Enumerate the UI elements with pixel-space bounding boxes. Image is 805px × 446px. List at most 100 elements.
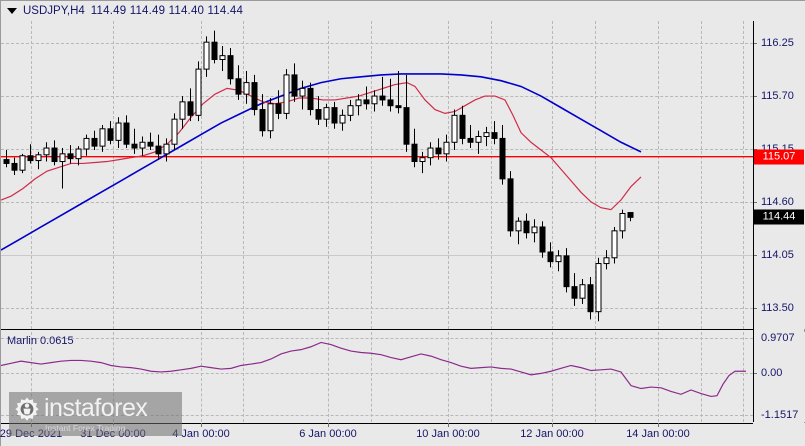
candle-body	[483, 132, 490, 138]
indicator-axis-label: -1.1517	[761, 408, 799, 421]
candle-body	[587, 284, 594, 313]
time-axis-tick	[113, 423, 114, 427]
candle-body	[307, 87, 314, 111]
candle-body	[491, 132, 498, 139]
pane-separator-top	[1, 329, 753, 330]
gridline-vertical	[113, 21, 114, 329]
gridline-horizontal	[1, 414, 753, 416]
candlestick-series	[3, 30, 634, 322]
symbol-label: USDJPY,H4	[23, 5, 85, 17]
candle-body	[139, 141, 146, 149]
candle-body	[211, 41, 218, 60]
price-axis-label: 116.25	[761, 37, 794, 50]
gridline-vertical	[701, 332, 702, 422]
candle-body	[131, 143, 138, 149]
indicator-axis[interactable]: 0.9707 0.00 -1.1517	[753, 332, 805, 422]
candle-body	[563, 255, 570, 288]
candle-body	[227, 55, 234, 80]
indicator-pane[interactable]: Marlin 0.0615	[1, 332, 753, 422]
candle-body	[387, 99, 394, 107]
candle-body	[155, 145, 162, 155]
candle-body	[331, 107, 338, 124]
gridline-vertical	[658, 332, 659, 422]
candle-body	[371, 95, 378, 105]
gridline-vertical	[113, 332, 114, 422]
gridline-vertical	[31, 332, 32, 422]
candle-body	[379, 95, 386, 101]
gridline-vertical	[491, 332, 492, 422]
gridline-horizontal	[1, 307, 753, 309]
candle-body	[163, 143, 170, 155]
time-axis-label: 29 Dec 2021	[0, 428, 63, 440]
candle-body	[3, 159, 10, 164]
time-axis-tick	[552, 423, 553, 427]
price-axis[interactable]: 116.25115.70115.15114.60114.05113.50115.…	[753, 21, 805, 329]
time-axis-label: 14 Jan 00:00	[626, 428, 690, 440]
price-axis-label: 114.60	[761, 195, 794, 208]
candle-body	[595, 263, 602, 313]
candle-body	[91, 137, 98, 147]
candle-body	[115, 122, 122, 141]
candle-body	[507, 178, 514, 232]
candle-body	[59, 153, 66, 163]
candle-body	[235, 78, 242, 95]
gridline-vertical	[201, 332, 202, 422]
candle-body	[427, 147, 434, 159]
gridline-vertical	[595, 332, 596, 422]
candle-body	[51, 147, 58, 163]
price-pane[interactable]	[1, 21, 753, 329]
time-axis[interactable]: 29 Dec 2021 31 Dec 00:00 4 Jan 00:00 6 Jan …	[0, 423, 805, 446]
gridline-vertical	[31, 21, 32, 329]
y-axis-line	[753, 21, 754, 422]
candle-body	[275, 103, 282, 114]
time-axis-tick	[328, 423, 329, 427]
gridline-vertical	[658, 21, 659, 329]
candle-body	[99, 128, 106, 147]
price-axis-label: 115.70	[761, 90, 794, 103]
time-axis-label: 31 Dec 00:00	[80, 428, 146, 440]
gridline-vertical	[448, 332, 449, 422]
time-axis-tick	[201, 423, 202, 427]
candle-body	[539, 226, 546, 253]
price-plot	[1, 30, 753, 322]
axis-tick	[753, 307, 757, 309]
gridline-vertical	[595, 21, 596, 329]
ma-slow-line	[1, 73, 642, 251]
gridline-horizontal	[1, 254, 753, 256]
candle-body	[203, 41, 210, 70]
candle-body	[67, 153, 74, 160]
gridline-vertical	[371, 21, 372, 329]
axis-tick	[753, 43, 757, 45]
time-axis-tick	[658, 423, 659, 427]
time-axis-label: 12 Jan 00:00	[520, 428, 584, 440]
candle-body	[243, 82, 250, 95]
candle-body	[19, 155, 26, 171]
gridline-horizontal	[1, 201, 753, 203]
axis-tick	[753, 254, 757, 256]
candle-body	[179, 101, 186, 120]
marlin-line	[1, 341, 746, 398]
ma-fast-line	[1, 81, 642, 211]
candle-body	[515, 220, 522, 232]
gridline-vertical	[448, 21, 449, 329]
candle-body	[171, 118, 178, 145]
candle-body	[611, 230, 618, 259]
gridline-vertical	[328, 21, 329, 329]
gridline-vertical	[491, 21, 492, 329]
axis-tick	[753, 96, 757, 98]
gridline-vertical	[328, 332, 329, 422]
candle-body	[35, 154, 42, 162]
candle-body	[419, 157, 426, 163]
gridline-vertical	[371, 332, 372, 422]
time-axis-tick	[448, 423, 449, 427]
time-axis-label: 6 Jan 00:00	[299, 428, 357, 440]
candle-body	[83, 137, 90, 150]
time-axis-label: 10 Jan 00:00	[416, 428, 480, 440]
candle-body	[547, 251, 554, 263]
indicator-plot	[1, 341, 746, 398]
candle-body	[339, 114, 346, 124]
candle-body	[27, 155, 34, 162]
gridline-horizontal	[1, 338, 753, 340]
chevron-down-icon[interactable]	[7, 8, 17, 14]
